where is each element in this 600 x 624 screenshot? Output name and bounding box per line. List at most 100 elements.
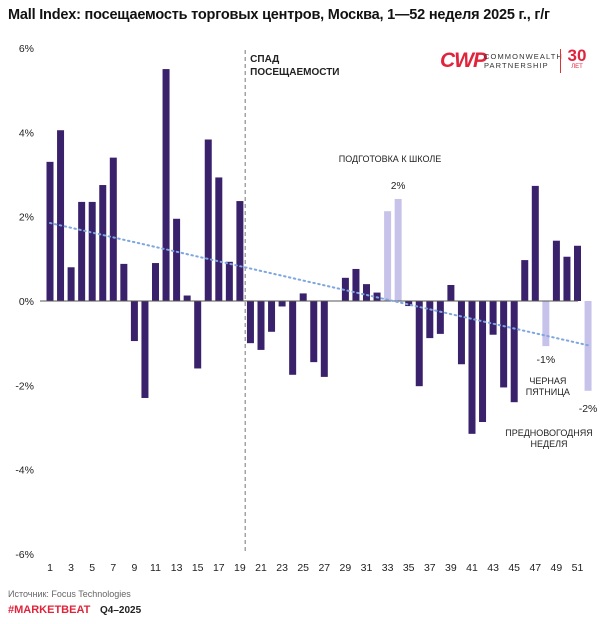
bar-week-24 bbox=[289, 301, 297, 375]
bar-week-26 bbox=[310, 301, 318, 363]
bar-week-3 bbox=[67, 267, 75, 301]
bar-week-43 bbox=[489, 301, 497, 335]
x-tick-label: 37 bbox=[424, 562, 436, 574]
annotation-ny-2: НЕДЕЛЯ bbox=[530, 439, 567, 449]
logo-age-sub: ЛЕТ bbox=[571, 64, 583, 70]
bar-week-6 bbox=[99, 185, 107, 301]
bar-week-18 bbox=[225, 261, 233, 301]
chart-title: Mall Index: посещаемость торговых центро… bbox=[8, 7, 550, 23]
bar-week-35 bbox=[405, 301, 413, 307]
bar-week-29 bbox=[341, 277, 349, 301]
annotation-bf-value: -1% bbox=[537, 354, 556, 366]
bar-week-27 bbox=[320, 301, 328, 377]
cwp-logo: CWP COMMONWEALTH PARTNERSHIP 30 ЛЕТ bbox=[440, 46, 590, 74]
x-tick-label: 47 bbox=[529, 562, 541, 574]
logo-divider bbox=[560, 49, 561, 73]
logo-mark: CWP bbox=[440, 49, 487, 72]
bar-week-45 bbox=[510, 301, 518, 403]
bar-week-20 bbox=[246, 301, 254, 344]
x-tick-label: 17 bbox=[213, 562, 225, 574]
bar-week-14 bbox=[183, 295, 191, 301]
annotation-decline-2: ПОСЕЩАЕМОСТИ bbox=[250, 67, 339, 78]
bar-week-34 bbox=[394, 198, 402, 301]
bar-week-46 bbox=[521, 260, 529, 301]
y-tick-label: 0% bbox=[19, 296, 34, 308]
x-tick-label: 13 bbox=[171, 562, 183, 574]
bar-week-4 bbox=[78, 201, 86, 301]
bar-week-19 bbox=[236, 201, 244, 301]
annotation-decline-1: СПАД bbox=[250, 54, 279, 65]
bar-week-48 bbox=[542, 301, 550, 347]
bar-week-31 bbox=[363, 284, 370, 301]
x-tick-label: 1 bbox=[47, 562, 53, 574]
x-tick-label: 49 bbox=[551, 562, 563, 574]
bar-week-15 bbox=[194, 301, 202, 369]
quarter-label: Q4–2025 bbox=[100, 605, 142, 616]
annotation-bf-1: ЧЕРНАЯ bbox=[529, 376, 566, 386]
x-tick-label: 25 bbox=[297, 562, 309, 574]
x-tick-label: 29 bbox=[340, 562, 352, 574]
bar-week-44 bbox=[500, 301, 508, 388]
x-tick-label: 43 bbox=[487, 562, 499, 574]
logo-age: 30 bbox=[567, 46, 587, 65]
bar-week-25 bbox=[299, 293, 307, 301]
logo-line-2: PARTNERSHIP bbox=[484, 61, 549, 70]
bar-week-1 bbox=[46, 161, 54, 301]
bar-week-13 bbox=[173, 218, 181, 301]
bar-week-5 bbox=[88, 201, 96, 301]
y-tick-label: 4% bbox=[19, 127, 34, 139]
bar-week-47 bbox=[531, 185, 539, 301]
bar-week-21 bbox=[257, 301, 265, 350]
bar-week-9 bbox=[130, 301, 138, 342]
bar-week-22 bbox=[268, 301, 276, 332]
bar-week-12 bbox=[162, 69, 170, 301]
x-tick-label: 41 bbox=[466, 562, 478, 574]
annotation-ny-1: ПРЕДНОВОГОДНЯЯ bbox=[505, 428, 593, 438]
bar-week-7 bbox=[109, 157, 117, 301]
x-tick-label: 21 bbox=[255, 562, 267, 574]
bar-week-11 bbox=[152, 263, 159, 301]
bar-week-42 bbox=[479, 301, 487, 423]
y-tick-label: 6% bbox=[19, 43, 34, 55]
x-tick-label: 3 bbox=[68, 562, 74, 574]
bar-week-23 bbox=[278, 301, 286, 307]
x-tick-label: 45 bbox=[508, 562, 520, 574]
bar-week-49 bbox=[552, 240, 560, 301]
bar-week-8 bbox=[120, 263, 128, 301]
bar-week-50 bbox=[563, 256, 571, 301]
trend-line bbox=[49, 221, 590, 347]
y-tick-label: -4% bbox=[15, 465, 34, 477]
x-tick-label: 27 bbox=[318, 562, 330, 574]
bar-week-39 bbox=[447, 284, 455, 301]
bar-week-41 bbox=[468, 301, 476, 434]
source-note: Источник: Focus Technologies bbox=[8, 589, 131, 599]
annotation-school: ПОДГОТОВКА К ШКОЛЕ bbox=[339, 154, 442, 164]
x-tick-label: 31 bbox=[361, 562, 373, 574]
bar-week-37 bbox=[426, 301, 434, 339]
logo-company-name: COMMONWEALTH PARTNERSHIP bbox=[484, 52, 563, 70]
y-tick-label: 2% bbox=[19, 212, 34, 224]
bar-week-38 bbox=[436, 301, 444, 334]
bar-week-33 bbox=[384, 211, 392, 301]
x-tick-label: 15 bbox=[192, 562, 204, 574]
bar-week-40 bbox=[457, 301, 465, 365]
annotation-bf-2: ПЯТНИЦА bbox=[526, 387, 570, 397]
y-tick-label: -2% bbox=[15, 380, 34, 392]
marketbeat-tag: #MARKETBEAT bbox=[8, 604, 91, 616]
bar-week-16 bbox=[204, 139, 212, 301]
bar-week-36 bbox=[415, 301, 423, 387]
x-tick-label: 7 bbox=[110, 562, 116, 574]
x-tick-label: 33 bbox=[382, 562, 394, 574]
x-tick-label: 11 bbox=[150, 562, 161, 574]
annotation-ny-value: -2% bbox=[579, 403, 598, 415]
x-tick-label: 19 bbox=[234, 562, 246, 574]
x-tick-label: 35 bbox=[403, 562, 415, 574]
y-tick-label: -6% bbox=[15, 549, 34, 561]
bar-week-10 bbox=[141, 301, 149, 398]
annotation-school-value: 2% bbox=[391, 181, 406, 192]
x-tick-label: 51 bbox=[572, 562, 584, 574]
bar-week-30 bbox=[352, 268, 360, 301]
logo-line-1: COMMONWEALTH bbox=[484, 52, 563, 61]
x-tick-label: 23 bbox=[276, 562, 288, 574]
